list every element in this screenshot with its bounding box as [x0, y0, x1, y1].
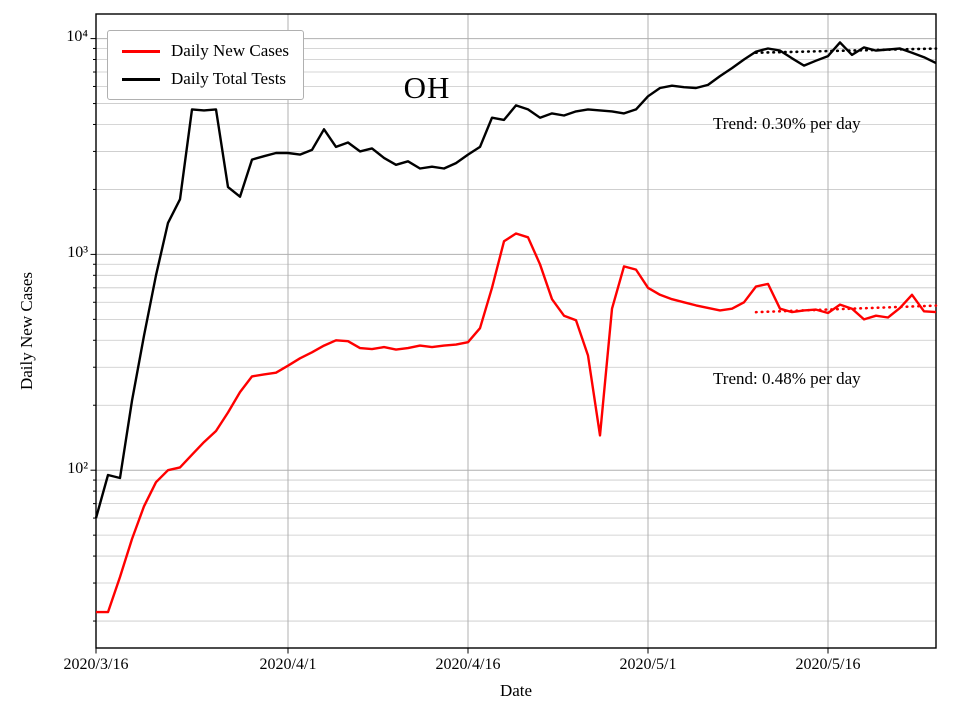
y-tick-label: 10²: [67, 460, 88, 477]
trend-annotation-cases: Trend: 0.48% per day: [713, 369, 861, 388]
x-tick-label: 2020/5/1: [619, 656, 677, 673]
legend-item-daily-total-tests: Daily Total Tests: [122, 69, 289, 89]
x-axis-label: Date: [499, 681, 533, 700]
x-tick-label: 2020/5/16: [795, 656, 861, 673]
trend-annotation-tests: Trend: 0.30% per day: [713, 114, 861, 133]
x-tick-label: 2020/4/1: [259, 656, 317, 673]
legend-label: Daily New Cases: [171, 41, 290, 60]
x-tick-label: 2020/4/16: [435, 656, 501, 673]
y-tick-label: 10⁴: [66, 28, 88, 45]
red-line-swatch: [122, 49, 160, 53]
chart-title: OH: [403, 70, 451, 105]
x-tick-label: 2020/3/16: [63, 656, 129, 673]
y-axis-label: Daily New Cases: [17, 271, 36, 391]
legend-item-daily-new-cases: Daily New Cases: [122, 41, 289, 61]
legend: Daily New Cases Daily Total Tests: [107, 30, 305, 100]
y-tick-label: 10³: [67, 244, 88, 261]
black-line-swatch: [122, 77, 160, 81]
legend-label: Daily Total Tests: [171, 69, 287, 88]
